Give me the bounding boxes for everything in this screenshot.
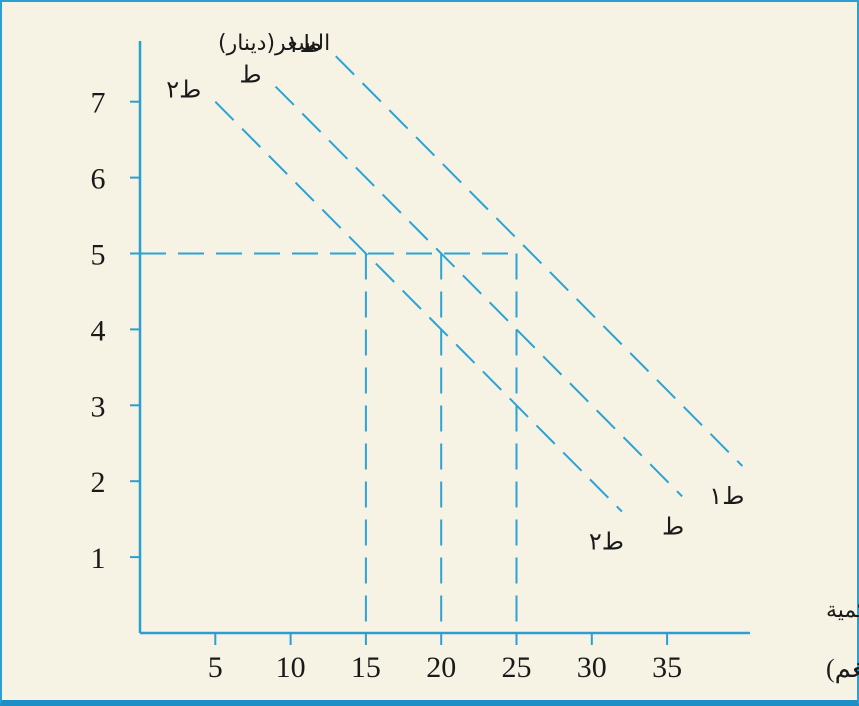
y-tick-label: 4 [91, 314, 106, 347]
y-axis-title: السعر(دينار) [218, 31, 330, 56]
y-tick-label: 7 [91, 87, 106, 120]
x-tick-label: 35 [652, 651, 682, 684]
x-tick-label: 25 [502, 651, 532, 684]
x-tick-label: 30 [577, 651, 607, 684]
x-tick-label: 20 [426, 651, 456, 684]
demand-curve-line [274, 85, 683, 498]
x-tick-label: 5 [208, 651, 223, 684]
x-tick-label: 15 [351, 651, 381, 684]
demand-curve-line [214, 100, 623, 513]
y-tick-label: 6 [91, 163, 106, 196]
curve-start-label: ط١ [287, 30, 322, 58]
curve-end-label: ط [662, 512, 684, 540]
x-axis-title: الكمية [826, 598, 859, 623]
y-tick-label: 2 [91, 466, 106, 499]
curve-end-label: ط١ [709, 482, 744, 510]
y-tick-label: 3 [91, 390, 106, 423]
curve-start-label: ط [239, 61, 261, 89]
x-axis-unit: (كغم) [826, 654, 859, 684]
demand-curve-line [335, 55, 744, 467]
x-tick-label: 10 [276, 651, 306, 684]
curve-start-label: ط٢ [166, 76, 201, 104]
y-tick-label: 1 [91, 542, 106, 575]
y-tick-label: 5 [91, 239, 106, 272]
curve-end-label: ط٢ [589, 528, 624, 556]
